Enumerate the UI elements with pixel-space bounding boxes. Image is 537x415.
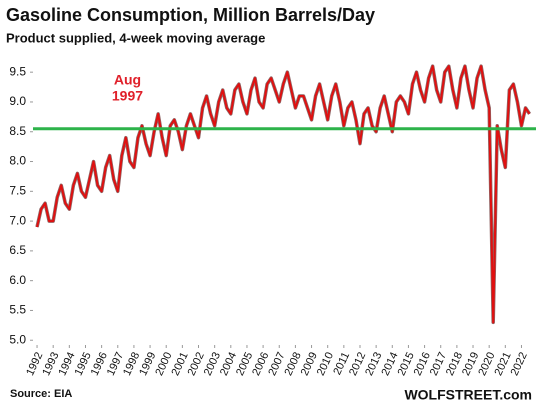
y-tick-label: 8.0 [9, 154, 26, 168]
y-tick-label: 8.5 [9, 124, 26, 138]
y-tick-label: 9.5 [9, 64, 26, 78]
y-tick-label: 6.5 [9, 243, 26, 257]
y-tick-label: 7.5 [9, 183, 26, 197]
source: Source: EIA [10, 388, 72, 400]
chart-title: Gasoline Consumption, Million Barrels/Da… [6, 5, 375, 25]
line [36, 65, 531, 324]
annotation: Aug [114, 71, 141, 87]
y-tick-label: 7.0 [9, 213, 26, 227]
x-tick-label: 2022 [509, 350, 530, 377]
chart-subtitle: Product supplied, 4-week moving average [6, 30, 265, 45]
y-tick-label: 6.0 [9, 273, 26, 287]
y-tick-label: 5.0 [9, 332, 26, 346]
watermark: WOLFSTREET.com [404, 387, 532, 403]
y-tick-label: 5.5 [9, 303, 26, 317]
annotation: 1997 [112, 87, 143, 103]
y-tick-label: 9.0 [9, 94, 26, 108]
